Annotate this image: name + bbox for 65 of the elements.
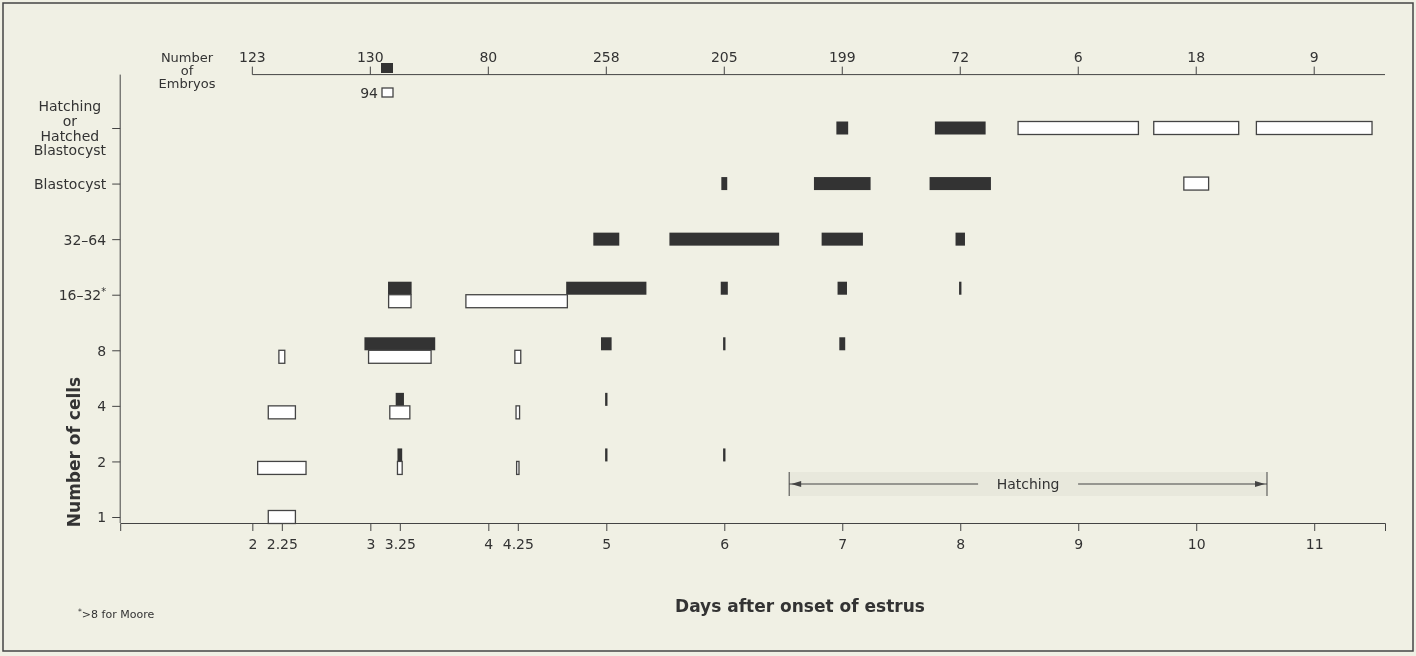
bar bbox=[1017, 120, 1140, 136]
bar bbox=[387, 294, 412, 309]
text: 205 bbox=[710, 48, 738, 65]
bar bbox=[821, 232, 863, 246]
y-tick-label: 4 bbox=[97, 398, 107, 415]
bar bbox=[396, 460, 403, 476]
bar bbox=[465, 294, 569, 309]
x-tick-label: 2.25 bbox=[266, 536, 298, 553]
annotation: Number of Embryos bbox=[158, 50, 216, 91]
bar bbox=[955, 232, 965, 246]
x-tick-label: 10 bbox=[1187, 536, 1206, 553]
bar bbox=[934, 121, 986, 135]
bar bbox=[929, 177, 991, 191]
bar bbox=[813, 177, 871, 191]
band-label: Hatching bbox=[996, 476, 1060, 492]
text: 123 bbox=[238, 48, 266, 65]
bar bbox=[395, 392, 404, 406]
x-tick-label: 3 bbox=[366, 536, 376, 553]
x-tick-label: 3.25 bbox=[384, 536, 416, 553]
bar bbox=[836, 121, 849, 135]
x-tick-label: 4.25 bbox=[502, 536, 534, 553]
y-tick-label: Blastocyst bbox=[34, 175, 107, 192]
text: 199 bbox=[828, 48, 856, 65]
annotation: 94 bbox=[360, 85, 379, 101]
bar bbox=[514, 349, 522, 364]
bar bbox=[515, 405, 521, 420]
bar bbox=[367, 349, 432, 364]
text: 130 bbox=[356, 48, 384, 65]
text: 9 bbox=[1309, 48, 1319, 65]
bar bbox=[278, 349, 286, 364]
x-tick-label: 4 bbox=[484, 536, 494, 553]
x-tick-label: 7 bbox=[838, 536, 848, 553]
x-tick-label: 8 bbox=[956, 536, 966, 553]
y-tick-label: 32–64 bbox=[63, 231, 107, 248]
x-tick-label: 2 bbox=[248, 536, 258, 553]
bar bbox=[267, 405, 297, 420]
bar bbox=[257, 460, 307, 476]
text: 80 bbox=[479, 48, 498, 65]
y-axis-title: Number of cells bbox=[64, 376, 84, 528]
text: 18 bbox=[1187, 48, 1206, 65]
text: 258 bbox=[592, 48, 620, 65]
bar bbox=[1183, 176, 1210, 191]
x-axis-title: Days after onset of estrus bbox=[675, 596, 925, 616]
x-tick-label: 9 bbox=[1074, 536, 1084, 553]
y-tick-label: 8 bbox=[97, 342, 107, 359]
bar bbox=[1255, 120, 1373, 136]
y-tick-label: 1 bbox=[97, 509, 107, 526]
x-tick-label: 11 bbox=[1305, 536, 1324, 553]
bar bbox=[388, 281, 412, 295]
bar bbox=[515, 460, 520, 476]
y-tick-label: Hatching or Hatched Blastocyst bbox=[33, 98, 107, 159]
text: 72 bbox=[951, 48, 970, 65]
bar bbox=[600, 337, 612, 351]
y-tick-label: 16–32$^{*}$ bbox=[58, 285, 107, 304]
bar bbox=[566, 281, 647, 295]
x-tick-label: 5 bbox=[602, 536, 612, 553]
text: 6 bbox=[1073, 48, 1083, 65]
text: $^{*}$>8 for Moore bbox=[78, 606, 155, 621]
x-tick-label: 6 bbox=[720, 536, 730, 553]
y-tick-label: 2 bbox=[97, 453, 107, 470]
bar bbox=[364, 337, 436, 351]
bar bbox=[389, 405, 411, 420]
bar bbox=[1153, 120, 1240, 136]
bar bbox=[720, 281, 728, 295]
bar bbox=[397, 448, 403, 462]
